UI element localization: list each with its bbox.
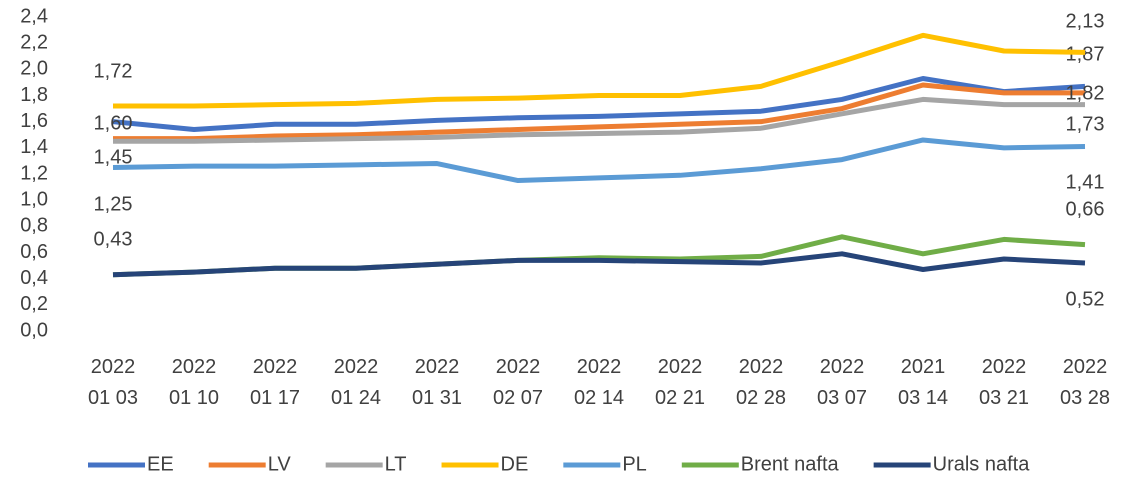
data-label: 1,73 <box>1066 113 1105 135</box>
x-tick-label: 2022 02 14 <box>573 356 625 409</box>
data-label: 0,52 <box>1066 288 1105 310</box>
legend-label: DE <box>501 453 529 475</box>
legend-label: LV <box>268 453 292 475</box>
data-label: 1,87 <box>1066 43 1105 65</box>
x-tick-label: 2022 02 07 <box>492 356 544 409</box>
y-tick-label: 1,2 <box>20 162 48 184</box>
y-tick-label: 2,4 <box>20 5 48 27</box>
y-tick-label: 1,0 <box>20 188 48 210</box>
y-tick-label: 0,0 <box>20 319 48 341</box>
x-tick-label: 2021 03 14 <box>897 356 949 409</box>
x-tick-label: 2022 03 21 <box>978 356 1030 409</box>
data-label: 1,60 <box>94 112 133 134</box>
data-label: 0,66 <box>1066 198 1105 220</box>
x-tick-label: 2022 03 28 <box>1059 356 1111 409</box>
data-label: 2,13 <box>1066 10 1105 32</box>
x-tick-label: 2022 01 03 <box>87 356 139 409</box>
legend-label: Brent nafta <box>741 453 840 475</box>
y-tick-label: 0,8 <box>20 215 48 237</box>
x-tick-label: 2022 01 31 <box>411 356 463 409</box>
x-tick-label: 2022 01 10 <box>168 356 220 409</box>
y-tick-label: 1,6 <box>20 110 48 132</box>
legend-label: Urals nafta <box>933 453 1031 475</box>
y-tick-label: 0,2 <box>20 293 48 315</box>
x-tick-label: 2022 03 07 <box>816 356 868 409</box>
y-tick-label: 1,8 <box>20 84 48 106</box>
line-series <box>113 32 1086 109</box>
line-series <box>112 137 1086 184</box>
y-tick-label: 2,0 <box>20 58 48 80</box>
data-label: 1,72 <box>94 60 133 82</box>
line-series <box>113 82 1085 142</box>
legend-label: EE <box>147 453 174 475</box>
y-tick-label: 0,6 <box>20 241 48 263</box>
x-tick-label: 2022 02 21 <box>654 356 706 409</box>
y-tick-label: 0,4 <box>20 267 48 289</box>
data-label: 1,45 <box>94 146 133 168</box>
line-series <box>113 96 1085 144</box>
legend-label: LT <box>385 453 407 475</box>
data-label: 0,43 <box>94 228 133 250</box>
line-series <box>112 75 1086 133</box>
data-label: 1,82 <box>1066 82 1105 104</box>
y-tick-label: 2,2 <box>20 31 48 53</box>
x-tick-label: 2022 02 28 <box>735 356 787 409</box>
y-tick-label: 1,4 <box>20 136 48 158</box>
x-tick-label: 2022 01 24 <box>330 356 382 409</box>
data-label: 1,41 <box>1066 171 1105 193</box>
line-series <box>112 251 1086 278</box>
data-label: 1,25 <box>94 193 133 215</box>
x-tick-label: 2022 01 17 <box>249 356 301 409</box>
legend-label: PL <box>622 453 646 475</box>
